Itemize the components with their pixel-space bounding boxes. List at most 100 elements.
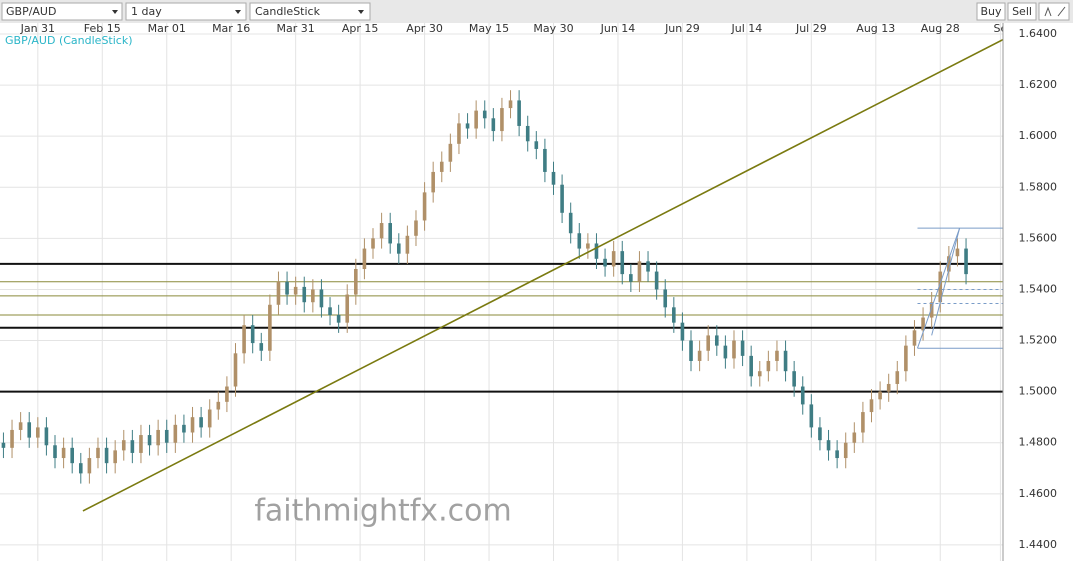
candle-body — [783, 350, 788, 372]
candle-body — [87, 458, 92, 474]
x-tick-label: Mar 16 — [212, 22, 250, 35]
draw-tool-button[interactable] — [1038, 2, 1070, 21]
candle-body — [44, 427, 49, 446]
y-tick-label: 1.5000 — [1019, 385, 1058, 398]
candle-body — [379, 223, 384, 239]
candle-body — [947, 256, 951, 272]
x-tick-label: Jun 14 — [600, 22, 636, 35]
y-tick-label: 1.5600 — [1019, 231, 1058, 244]
candle-body — [766, 360, 771, 372]
candle-body — [508, 100, 513, 109]
candle-body — [929, 302, 934, 318]
candle-body — [457, 123, 461, 144]
x-tick-label: May 30 — [533, 22, 573, 35]
candle-body — [861, 412, 865, 433]
candle-body — [78, 463, 83, 474]
x-tick-label: May 15 — [469, 22, 509, 35]
x-tick-label: Mar 31 — [277, 22, 315, 35]
candle-body — [371, 238, 375, 249]
candle-body — [500, 108, 504, 132]
candle-body — [302, 286, 307, 303]
candle-body — [517, 100, 521, 126]
candle-body — [680, 322, 685, 341]
candle-body — [560, 184, 564, 213]
candle-body — [672, 307, 676, 323]
candle-body — [895, 371, 900, 384]
candle-body — [61, 447, 66, 459]
sell-button[interactable]: Sell — [1007, 2, 1037, 21]
candle-body — [147, 435, 152, 446]
candle-body — [809, 404, 814, 428]
y-tick-label: 1.5800 — [1019, 180, 1058, 193]
candle-body — [826, 440, 831, 451]
candle-body — [818, 427, 822, 441]
candle-body — [10, 429, 14, 448]
symbol-select[interactable]: GBP/AUD — [1, 2, 123, 21]
candle-body — [293, 286, 298, 295]
candle-body — [70, 447, 74, 464]
candle-body — [190, 417, 195, 433]
candle-body — [955, 248, 960, 257]
candle-body — [474, 110, 478, 129]
candle-body — [182, 424, 186, 433]
x-tick-label: Apr 30 — [406, 22, 443, 35]
candle-body — [225, 386, 229, 402]
x-tick-label: Jan 31 — [20, 22, 55, 35]
candle-body — [27, 422, 32, 438]
candle-body — [792, 371, 796, 387]
candle-body — [53, 445, 57, 459]
candle-body — [749, 355, 753, 377]
candle-body — [534, 141, 539, 149]
candle-body — [921, 317, 925, 331]
candle-body — [96, 447, 100, 459]
candle-body — [405, 235, 410, 254]
candle-body — [637, 261, 642, 282]
candle-body — [36, 427, 40, 438]
candle-body — [740, 340, 745, 356]
candle-body — [654, 271, 659, 290]
drawn-line — [917, 227, 961, 349]
watermark: faithmightfx.com — [254, 494, 511, 529]
y-tick-label: 1.4800 — [1019, 436, 1058, 449]
drawn-line — [82, 38, 1003, 512]
interval-select[interactable]: 1 day — [125, 2, 247, 21]
y-tick-label: 1.4600 — [1019, 487, 1058, 500]
candle-body — [199, 417, 203, 428]
candle-body — [448, 143, 453, 162]
symbol-text: GBP/AUD — [6, 5, 56, 18]
sell-text: Sell — [1012, 5, 1032, 18]
candle-body — [311, 289, 315, 303]
drawn-line — [931, 228, 961, 336]
candle-body — [714, 335, 719, 346]
chart-type-select[interactable]: CandleStick — [249, 2, 371, 21]
candle-body — [663, 289, 668, 308]
candle-body — [775, 350, 779, 361]
candle-body — [233, 353, 238, 387]
candle-body — [1, 442, 6, 448]
y-tick-label: 1.5200 — [1019, 334, 1058, 347]
x-tick-label: Se — [994, 22, 1008, 35]
candle-body — [723, 345, 728, 359]
y-tick-label: 1.6200 — [1019, 78, 1058, 91]
candle-body — [328, 307, 332, 315]
candle-body — [113, 450, 117, 464]
candle-body — [904, 345, 908, 372]
candle-body — [216, 401, 221, 410]
candle-body — [843, 442, 848, 459]
candle-body — [878, 391, 882, 400]
buy-button[interactable]: Buy — [976, 2, 1006, 21]
candle-body — [938, 271, 943, 303]
buy-text: Buy — [980, 5, 1002, 18]
x-tick-label: Jul 29 — [795, 22, 827, 35]
candle-body — [336, 314, 341, 323]
candle-body — [465, 123, 470, 129]
x-tick-label: Feb 15 — [84, 22, 121, 35]
candle-body — [646, 261, 650, 272]
candle-body — [121, 440, 126, 451]
candle-body — [164, 429, 169, 443]
candle-body — [491, 118, 496, 132]
candle-body — [130, 440, 135, 453]
candle-body — [285, 281, 289, 295]
candle-body — [250, 325, 255, 344]
